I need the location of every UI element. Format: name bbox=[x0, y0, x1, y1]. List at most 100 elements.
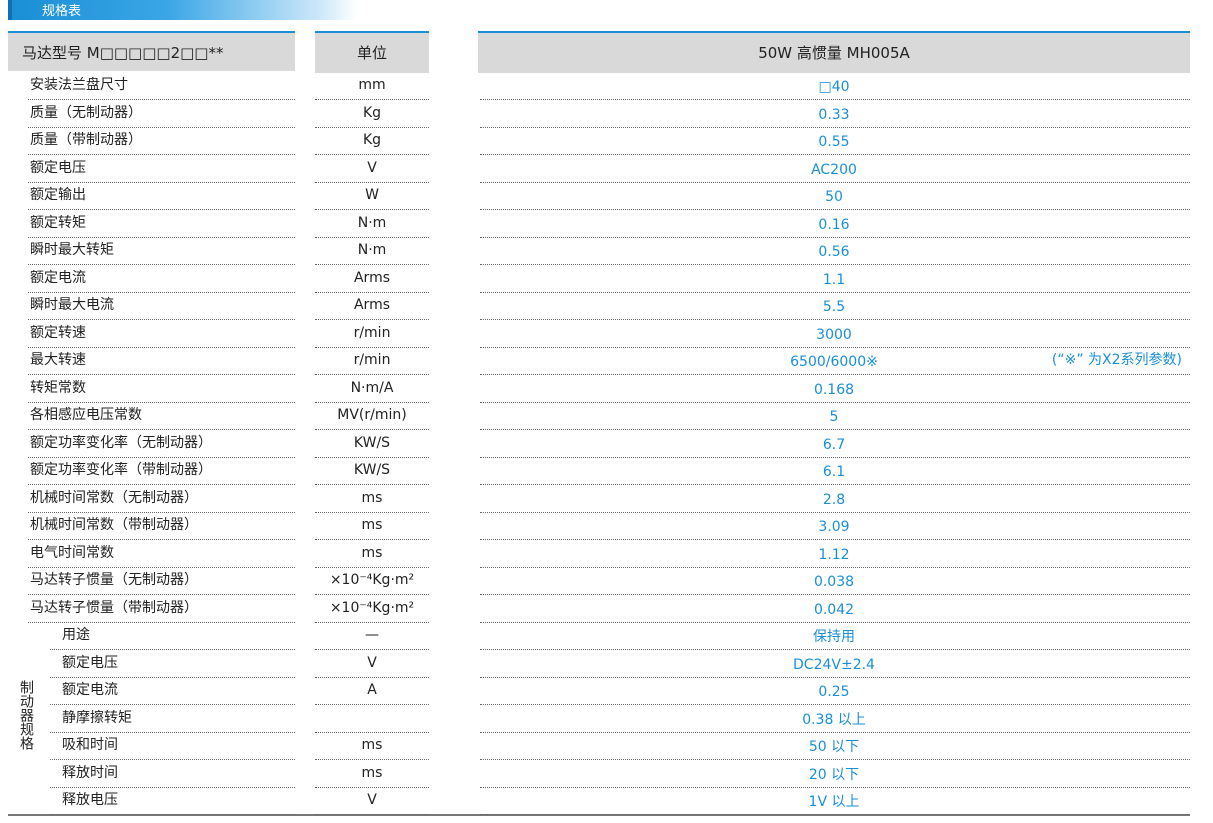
row-divider bbox=[315, 704, 429, 705]
row-divider bbox=[480, 649, 1190, 650]
row-divider bbox=[28, 346, 295, 348]
value: 0.168 bbox=[813, 381, 855, 398]
unit: ms bbox=[361, 544, 383, 561]
row-label: 机械时间常数（带制动器） bbox=[30, 517, 198, 533]
row-label: 释放电压 bbox=[62, 792, 118, 808]
value: 6.1 bbox=[822, 464, 846, 480]
unit: V bbox=[367, 792, 377, 808]
row-divider bbox=[50, 759, 295, 760]
value: DC24V±2.4 bbox=[793, 656, 875, 673]
row-divider bbox=[315, 676, 429, 678]
column-header: 单位 bbox=[315, 31, 429, 73]
value: 2.8 bbox=[822, 491, 846, 508]
row-divider bbox=[480, 704, 1190, 705]
row-label: 马达转子惯量（无制动器） bbox=[30, 572, 198, 588]
value: 0.55 bbox=[818, 134, 850, 150]
row-divider bbox=[480, 594, 1190, 595]
row-label: 质量（带制动器） bbox=[30, 132, 142, 148]
row-label: 额定电流 bbox=[62, 682, 118, 698]
unit: W bbox=[365, 187, 379, 203]
row-divider bbox=[480, 154, 1190, 155]
row-divider bbox=[315, 319, 429, 320]
row-label: 额定电流 bbox=[30, 269, 86, 286]
row-label: 电气时间常数 bbox=[30, 544, 114, 561]
unit: Arms bbox=[353, 269, 391, 286]
unit: KW/S bbox=[353, 434, 391, 451]
value: 0.038 bbox=[813, 574, 855, 590]
row-label: 瞬时最大电流 bbox=[30, 297, 114, 313]
row-label: 额定电压 bbox=[30, 159, 86, 176]
bottom-rule bbox=[8, 814, 1190, 816]
row-divider bbox=[480, 319, 1190, 320]
row-divider bbox=[480, 759, 1190, 760]
value: 5 bbox=[829, 409, 839, 425]
value: 保持用 bbox=[813, 629, 855, 645]
row-label: 吸和时间 bbox=[62, 737, 118, 753]
row-divider bbox=[28, 594, 295, 595]
unit: N·m bbox=[357, 242, 387, 258]
row-divider bbox=[480, 99, 1190, 100]
value: 0.25 bbox=[818, 684, 850, 700]
row-divider bbox=[315, 814, 429, 815]
unit: r/min bbox=[353, 352, 391, 368]
row-divider bbox=[315, 291, 429, 293]
row-divider bbox=[480, 209, 1190, 210]
value: □40 bbox=[818, 79, 850, 95]
row-divider bbox=[480, 429, 1190, 430]
unit: ms bbox=[361, 489, 383, 506]
row-divider bbox=[480, 126, 1190, 128]
row-divider bbox=[28, 181, 295, 183]
row-label: 各相感应电压常数 bbox=[30, 407, 142, 423]
unit: r/min bbox=[353, 324, 391, 341]
row-label: 额定功率变化率（带制动器） bbox=[30, 462, 212, 478]
unit: Arms bbox=[353, 297, 391, 313]
row-divider bbox=[480, 621, 1190, 623]
row-divider bbox=[28, 319, 295, 320]
unit: mm bbox=[358, 77, 386, 93]
row-divider bbox=[28, 291, 295, 293]
value: 1V 以上 bbox=[808, 794, 860, 810]
value: 0.33 bbox=[818, 106, 850, 123]
row-divider bbox=[315, 566, 429, 568]
row-divider bbox=[315, 731, 429, 733]
row-label: 转矩常数 bbox=[30, 379, 86, 396]
row-divider bbox=[480, 374, 1190, 375]
value: 0.16 bbox=[818, 216, 850, 233]
row-label: 静摩擦转矩 bbox=[62, 709, 132, 726]
banner: 规格表 bbox=[8, 0, 357, 20]
row-label: 额定转速 bbox=[30, 324, 86, 341]
value: 6.7 bbox=[822, 436, 846, 453]
row-divider bbox=[315, 99, 429, 100]
row-divider bbox=[480, 456, 1190, 458]
row-divider bbox=[50, 649, 295, 650]
row-label: 释放时间 bbox=[62, 764, 118, 781]
row-label: 用途 bbox=[62, 627, 90, 643]
row-divider bbox=[28, 621, 295, 623]
row-divider bbox=[315, 264, 429, 265]
value: 20 以下 bbox=[808, 766, 860, 783]
row-divider bbox=[28, 429, 295, 430]
unit: ms bbox=[361, 764, 383, 781]
row-divider bbox=[315, 401, 429, 403]
row-divider bbox=[315, 126, 429, 128]
row-divider bbox=[50, 814, 295, 815]
value: 0.042 bbox=[813, 601, 855, 618]
row-divider bbox=[315, 456, 429, 458]
unit: V bbox=[367, 654, 377, 671]
column-header: 马达型号 M□□□□□2□□** bbox=[8, 31, 295, 71]
row-divider bbox=[480, 539, 1190, 540]
row-divider bbox=[480, 236, 1190, 238]
row-divider bbox=[50, 786, 295, 788]
row-divider bbox=[315, 181, 429, 183]
row-divider bbox=[315, 429, 429, 430]
row-divider bbox=[28, 511, 295, 513]
unit: — bbox=[365, 627, 379, 643]
unit: ms bbox=[361, 517, 383, 533]
row-divider bbox=[480, 181, 1190, 183]
row-divider bbox=[28, 539, 295, 540]
row-divider bbox=[28, 566, 295, 568]
row-divider bbox=[50, 731, 295, 733]
unit: Kg bbox=[362, 104, 382, 121]
row-divider bbox=[28, 264, 295, 265]
row-divider bbox=[480, 731, 1190, 733]
